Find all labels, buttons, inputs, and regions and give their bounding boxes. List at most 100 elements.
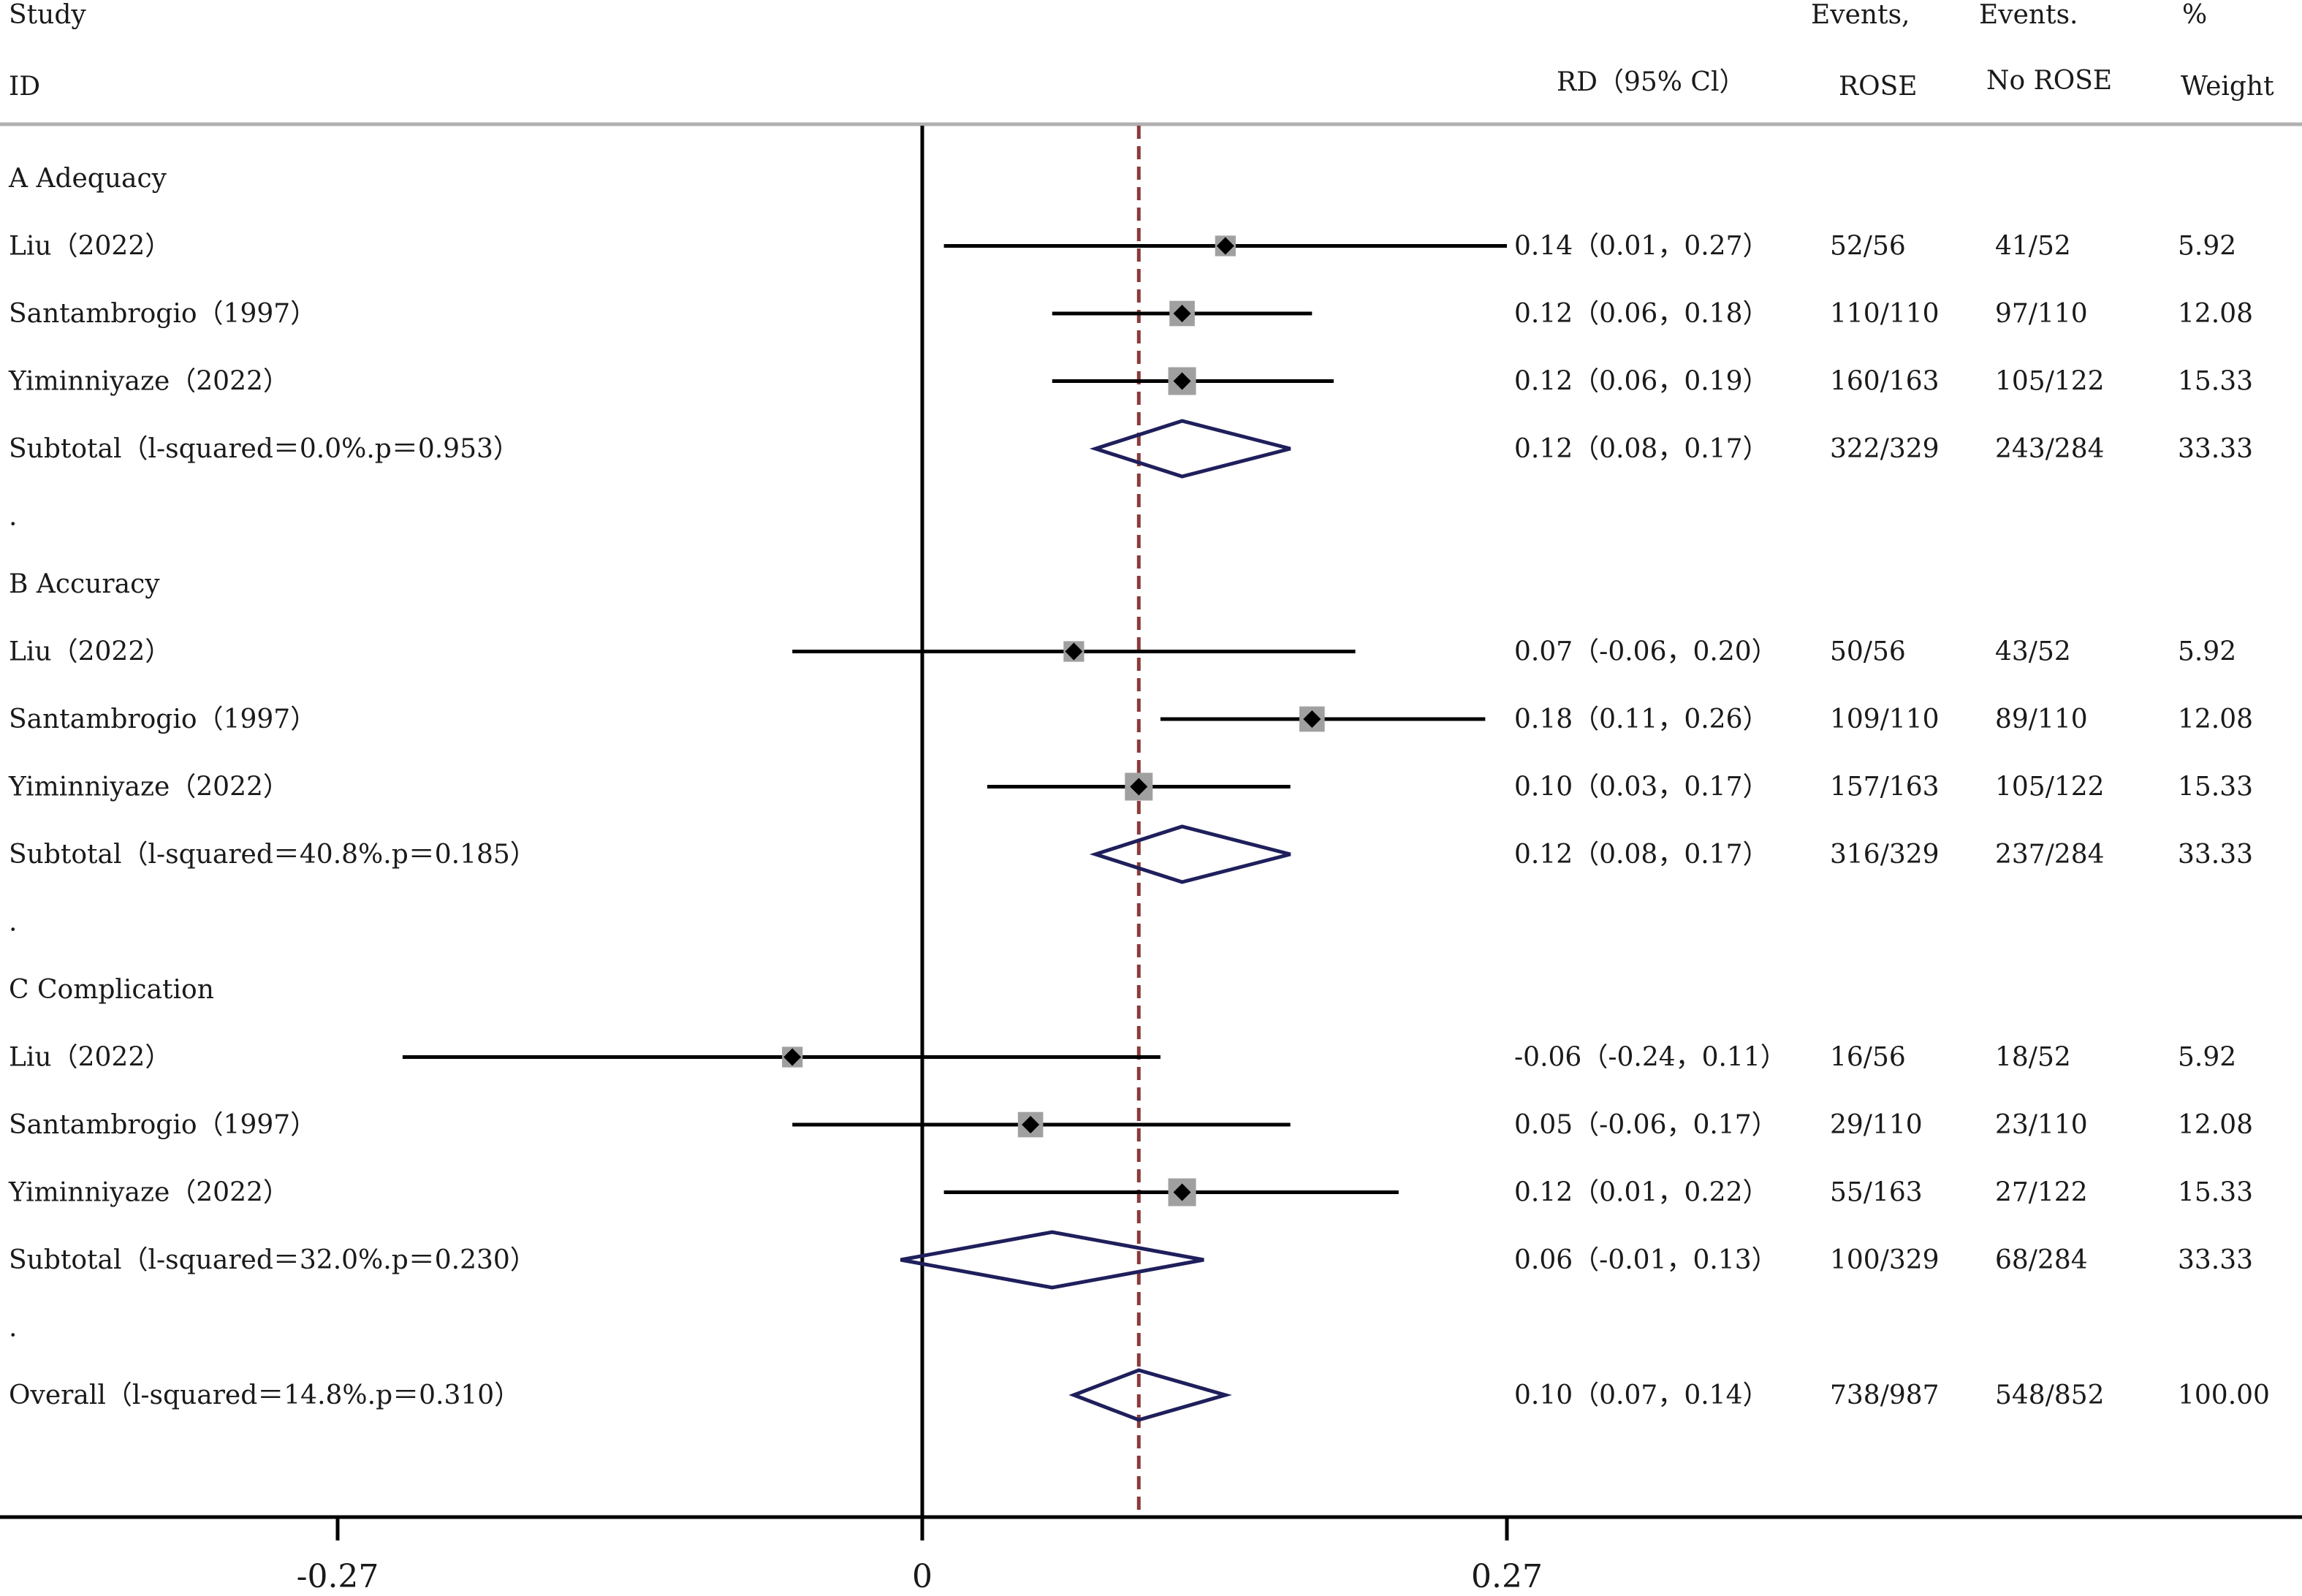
events-rose-value: 322/329: [1830, 434, 1940, 464]
rd-ci-value: 0.06（-0.01，0.13）: [1514, 1245, 1778, 1275]
events-norose-value: 105/122: [1995, 772, 2105, 802]
x-tick-label: -0.27: [297, 1558, 379, 1595]
events-norose-value: 18/52: [1995, 1043, 2071, 1073]
weight-value: 5.92: [2178, 232, 2236, 262]
row-study: Santambrogio（1997） 0.18（0.11，0.26） 109/110…: [9, 704, 2253, 734]
row-study: Yiminniyaze（2022） 0.12（0.01，0.22） 55/163 27…: [8, 1178, 2253, 1208]
rows: A Adequacy Liu（2022） 0.14（0.01，0.27） 52/56 4…: [8, 164, 2270, 1422]
rd-ci-value: 0.12（0.08，0.17）: [1514, 434, 1769, 464]
events-norose-value: 105/122: [1995, 367, 2105, 397]
study-label: Santambrogio（1997）: [9, 299, 316, 329]
study-label: Subtotal（l-squared＝40.8%.p＝0.185）: [9, 840, 536, 870]
overall-diamond: [1068, 1368, 1232, 1422]
weight-value: 12.08: [2178, 1110, 2253, 1140]
row-overall: Overall（l-squared＝14.8%.p＝0.310） 0.10（0.0…: [9, 1368, 2270, 1422]
events-rose-value: 110/110: [1830, 299, 1940, 329]
weight-value: 12.08: [2178, 704, 2253, 734]
study-label: Santambrogio（1997）: [9, 704, 316, 734]
point-estimate-marker: [1216, 237, 1234, 255]
table-header: Study ID RD（95% Cl） Events, ROSE Events.…: [9, 0, 2274, 102]
row-group: C Complication: [9, 975, 214, 1005]
point-estimate-marker: [1130, 778, 1148, 796]
study-label: Yiminniyaze（2022）: [8, 1178, 289, 1208]
rd-ci-value: 0.14（0.01，0.27）: [1514, 232, 1769, 262]
point-estimate-marker: [1303, 710, 1321, 728]
events-norose-value: 89/110: [1995, 704, 2088, 734]
study-label: Subtotal（l-squared＝32.0%.p＝0.230）: [9, 1245, 536, 1275]
rd-ci-value: -0.06（-0.24，0.11）: [1514, 1043, 1787, 1073]
study-label: Liu（2022）: [9, 1043, 171, 1073]
weight-value: 12.08: [2178, 299, 2253, 329]
events-rose-value: 50/56: [1830, 637, 1906, 667]
events-norose-value: 23/110: [1995, 1110, 2088, 1140]
weight-value: 5.92: [2178, 1043, 2236, 1073]
rd-ci-value: 0.12（0.06，0.18）: [1514, 299, 1769, 329]
events-rose-value: 29/110: [1830, 1110, 1923, 1140]
x-tick-label: 0.27: [1471, 1558, 1543, 1595]
study-label: Yiminniyaze（2022）: [8, 367, 289, 397]
row-group: A Adequacy: [8, 164, 167, 194]
x-tick-label: 0: [912, 1558, 932, 1595]
row-study: Yiminniyaze（2022） 0.10（0.03，0.17） 157/163 1…: [8, 772, 2253, 802]
rd-ci-value: 0.07（-0.06，0.20）: [1514, 637, 1778, 667]
group-label: A Adequacy: [8, 164, 167, 194]
study-label: Overall（l-squared＝14.8%.p＝0.310）: [9, 1380, 520, 1410]
subtotal-diamond: [900, 1230, 1204, 1290]
row-subtotal: Subtotal（l-squared＝32.0%.p＝0.230） 0.06（-0…: [9, 1230, 2253, 1290]
subtotal-diamond: [1089, 419, 1291, 479]
events-norose-value: 237/284: [1995, 840, 2105, 870]
row-dot: .: [9, 502, 17, 532]
point-estimate-marker: [1173, 372, 1191, 390]
x-axis: -0.27 0 0.27: [0, 1515, 2302, 1595]
rd-ci-value: 0.12（0.01，0.22）: [1514, 1178, 1769, 1208]
header-weight-line1: %: [2182, 0, 2207, 30]
study-label: Liu（2022）: [9, 232, 171, 262]
subtotal-diamond: [1089, 824, 1291, 884]
rd-ci-value: 0.18（0.11，0.26）: [1514, 704, 1769, 734]
point-estimate-marker: [783, 1048, 802, 1066]
events-norose-value: 27/122: [1995, 1178, 2088, 1208]
events-norose-value: 97/110: [1995, 299, 2088, 329]
events-rose-value: 16/56: [1830, 1043, 1906, 1073]
group-label: C Complication: [9, 975, 214, 1005]
weight-value: 33.33: [2178, 1245, 2253, 1275]
header-study: Study: [9, 0, 86, 30]
events-norose-value: 68/284: [1995, 1245, 2088, 1275]
header-events-norose-line2: No ROSE: [1986, 66, 2112, 96]
plot-area: [920, 126, 1141, 1517]
rd-ci-value: 0.12（0.06，0.19）: [1514, 367, 1769, 397]
events-rose-value: 316/329: [1830, 840, 1940, 870]
weight-value: 100.00: [2178, 1380, 2270, 1410]
events-rose-value: 157/163: [1830, 772, 1940, 802]
row-dot: .: [9, 908, 17, 938]
row-subtotal: Subtotal（l-squared＝40.8%.p＝0.185） 0.12（0.…: [9, 824, 2253, 884]
study-label: Yiminniyaze（2022）: [8, 772, 289, 802]
row-study: Liu（2022） 0.14（0.01，0.27） 52/56 41/52 5.92: [9, 232, 2236, 262]
weight-value: 15.33: [2178, 772, 2253, 802]
study-label: .: [9, 1313, 17, 1343]
events-norose-value: 548/852: [1995, 1380, 2105, 1410]
weight-value: 5.92: [2178, 637, 2236, 667]
events-rose-value: 100/329: [1830, 1245, 1940, 1275]
row-study: Yiminniyaze（2022） 0.12（0.06，0.19） 160/163 1…: [8, 367, 2253, 397]
events-norose-value: 43/52: [1995, 637, 2071, 667]
header-weight-line2: Weight: [2181, 72, 2274, 102]
weight-value: 33.33: [2178, 840, 2253, 870]
weight-value: 15.33: [2178, 367, 2253, 397]
row-study: Liu（2022） 0.07（-0.06，0.20） 50/56 43/52 5.92: [9, 637, 2236, 667]
rd-ci-value: 0.05（-0.06，0.17）: [1514, 1110, 1778, 1140]
events-rose-value: 738/987: [1830, 1380, 1940, 1410]
row-study: Santambrogio（1997） 0.12（0.06，0.18） 110/110…: [9, 299, 2253, 329]
events-rose-value: 55/163: [1830, 1178, 1923, 1208]
row-dot: .: [9, 1313, 17, 1343]
row-subtotal: Subtotal（l-squared＝0.0%.p＝0.953） 0.12（0.0…: [9, 419, 2253, 479]
header-rd-ci: RD（95% Cl）: [1557, 67, 1746, 97]
study-label: Liu（2022）: [9, 637, 171, 667]
events-rose-value: 109/110: [1830, 704, 1940, 734]
study-label: .: [9, 908, 17, 938]
group-label: B Accuracy: [9, 569, 160, 599]
header-events-rose-line1: Events,: [1811, 0, 1910, 30]
events-rose-value: 52/56: [1830, 232, 1906, 262]
study-label: Subtotal（l-squared＝0.0%.p＝0.953）: [9, 434, 520, 464]
